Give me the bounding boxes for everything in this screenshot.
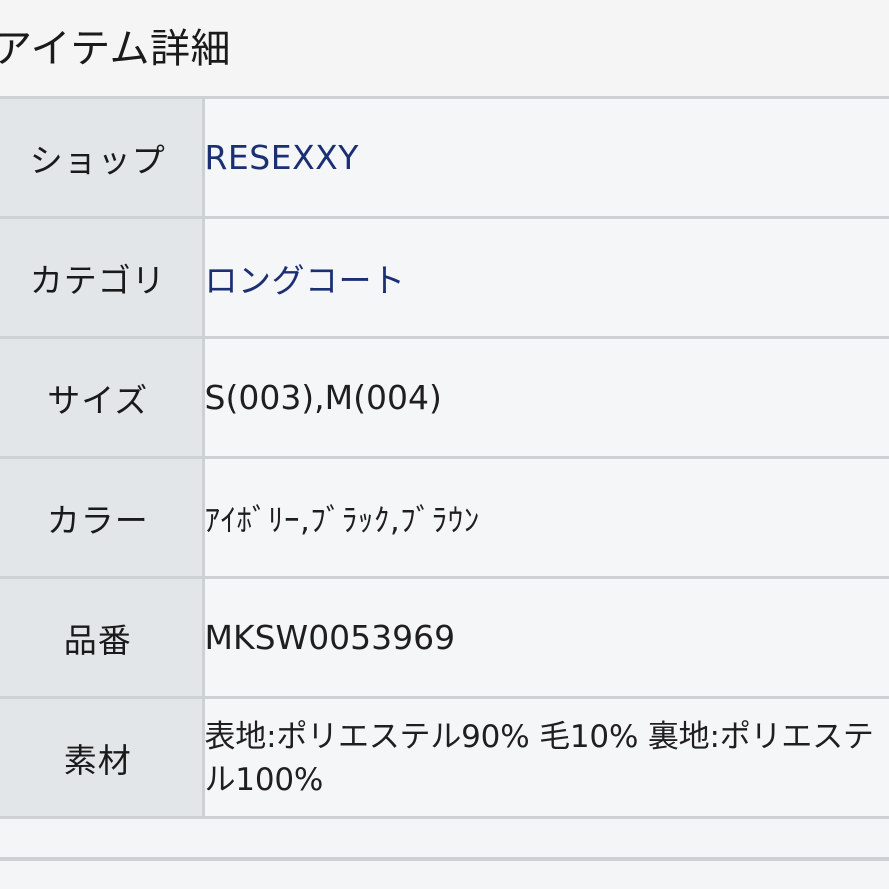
row-label-color: カラー bbox=[0, 457, 205, 579]
row-value-material: 表地:ポリエステル90% 毛10% 裏地:ポリエステル100% bbox=[203, 697, 889, 819]
below-table-band-upper bbox=[0, 819, 889, 861]
category-link[interactable]: ロングコート bbox=[204, 260, 406, 300]
table-row-shop: ショップ RESEXXY bbox=[0, 97, 889, 219]
table-row-color: カラー ｱｲﾎﾞﾘｰ,ﾌﾞﾗｯｸ,ﾌﾞﾗｳﾝ bbox=[0, 457, 889, 579]
item-detail-table: ショップ RESEXXY カテゴリ ロングコート サイズ S(003),M(00… bbox=[0, 96, 889, 819]
row-value-size: S(003),M(004) bbox=[203, 337, 889, 459]
row-label-material: 素材 bbox=[0, 697, 205, 819]
shop-link[interactable]: RESEXXY bbox=[204, 138, 359, 177]
row-label-category: カテゴリ bbox=[0, 217, 205, 339]
row-label-size: サイズ bbox=[0, 337, 205, 459]
row-label-shop: ショップ bbox=[0, 97, 205, 219]
table-row-product-number: 品番 MKSW0053969 bbox=[0, 577, 889, 699]
row-label-product-number: 品番 bbox=[0, 577, 205, 699]
row-value-shop: RESEXXY bbox=[203, 97, 889, 219]
row-value-product-number: MKSW0053969 bbox=[203, 577, 889, 699]
item-detail-table-body: ショップ RESEXXY カテゴリ ロングコート サイズ S(003),M(00… bbox=[0, 97, 889, 819]
table-row-size: サイズ S(003),M(004) bbox=[0, 337, 889, 459]
table-row-category: カテゴリ ロングコート bbox=[0, 217, 889, 339]
page-title: アイテム詳細 bbox=[0, 26, 231, 72]
row-value-color: ｱｲﾎﾞﾘｰ,ﾌﾞﾗｯｸ,ﾌﾞﾗｳﾝ bbox=[203, 457, 889, 579]
row-value-category: ロングコート bbox=[203, 217, 889, 339]
table-row-material: 素材 表地:ポリエステル90% 毛10% 裏地:ポリエステル100% bbox=[0, 697, 889, 819]
below-table-band-lower bbox=[0, 861, 889, 889]
